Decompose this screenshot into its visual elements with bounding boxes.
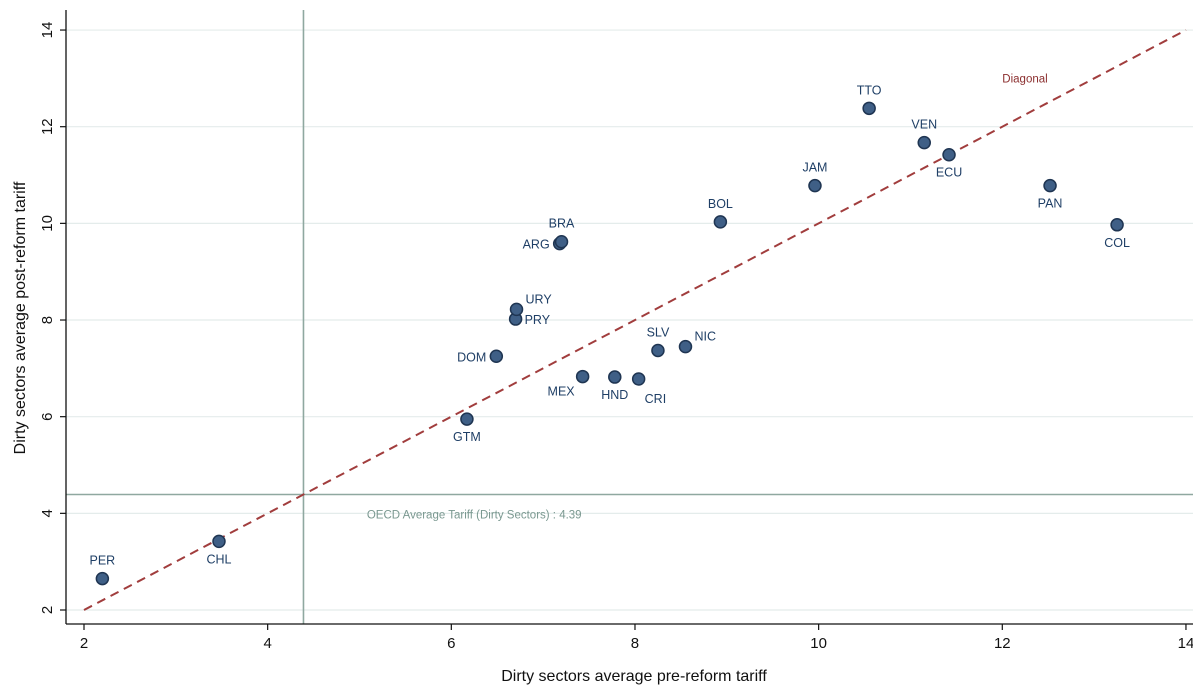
point-tto — [862, 101, 876, 116]
point-pan — [1043, 178, 1057, 193]
y-axis-title: Dirty sectors average post-reform tariff — [12, 181, 29, 454]
oecd-line-label: OECD Average Tariff (Dirty Sectors) : 4.… — [367, 509, 582, 521]
point-gtm — [460, 412, 474, 426]
point-nic — [678, 339, 693, 354]
point-label-ury: URY — [526, 292, 553, 306]
point-jam — [808, 178, 822, 193]
point-label-bol: BOL — [708, 197, 733, 211]
point-label-hnd: HND — [601, 388, 628, 402]
point-ecu — [942, 147, 956, 162]
y-tick-label: 4 — [39, 509, 56, 517]
point-label-arg: ARG — [523, 238, 550, 252]
y-tick-label: 14 — [39, 22, 56, 39]
grid-lines — [66, 29, 1193, 611]
x-tick-label: 12 — [994, 635, 1011, 652]
point-label-per: PER — [90, 554, 116, 568]
point-label-bra: BRA — [549, 217, 575, 231]
point-label-chl: CHL — [206, 552, 231, 566]
x-axis-title: Dirty sectors average pre-reform tariff — [501, 668, 767, 685]
data-points — [95, 101, 1124, 586]
point-label-slv: SLV — [647, 325, 670, 339]
point-label-col: COL — [1104, 236, 1130, 250]
y-tick-label: 2 — [39, 606, 56, 614]
point-labels: PER CHL GTM DOM PRY URY ARG BRA MEX HND CRI SLV NIC B… — [90, 83, 1130, 567]
point-label-pan: PAN — [1038, 197, 1063, 211]
point-mex — [575, 369, 590, 384]
point-bra — [554, 234, 569, 249]
point-slv — [651, 343, 665, 358]
point-label-ecu: ECU — [936, 166, 962, 180]
x-tick-label: 8 — [631, 635, 639, 652]
reference-lines: OECD Average Tariff (Dirty Sectors) : 4.… — [66, 10, 1193, 624]
y-tick-label: 10 — [39, 215, 56, 232]
point-per — [95, 571, 110, 586]
point-dom — [489, 349, 504, 364]
point-label-tto: TTO — [857, 83, 882, 97]
y-tick-label: 6 — [39, 413, 56, 421]
point-label-nic: NIC — [694, 330, 716, 344]
x-tick-label: 2 — [80, 635, 88, 652]
x-tick-label: 10 — [810, 635, 827, 652]
diagonal-line — [83, 29, 1187, 611]
point-label-jam: JAM — [802, 161, 827, 175]
point-label-ven: VEN — [911, 118, 937, 132]
point-chl — [212, 534, 226, 549]
point-ury — [509, 302, 524, 317]
x-tick-label: 14 — [1178, 635, 1193, 652]
point-label-gtm: GTM — [453, 430, 481, 444]
point-label-mex: MEX — [548, 385, 576, 399]
point-cri — [631, 372, 646, 386]
point-ven — [917, 135, 931, 150]
point-label-cri: CRI — [645, 392, 667, 406]
point-col — [1110, 218, 1124, 232]
y-tick-label: 8 — [39, 316, 56, 324]
axes: 2 4 6 8 10 12 14 2 4 6 8 10 12 14 — [39, 10, 1193, 652]
point-hnd — [608, 370, 622, 384]
x-tick-label: 6 — [447, 635, 455, 652]
diagonal-label: Diagonal — [1002, 73, 1047, 85]
x-tick-label: 4 — [263, 635, 271, 652]
y-tick-label: 12 — [39, 118, 56, 135]
point-label-pry: PRY — [525, 313, 551, 327]
point-bol — [713, 215, 728, 229]
point-label-dom: DOM — [457, 350, 486, 364]
